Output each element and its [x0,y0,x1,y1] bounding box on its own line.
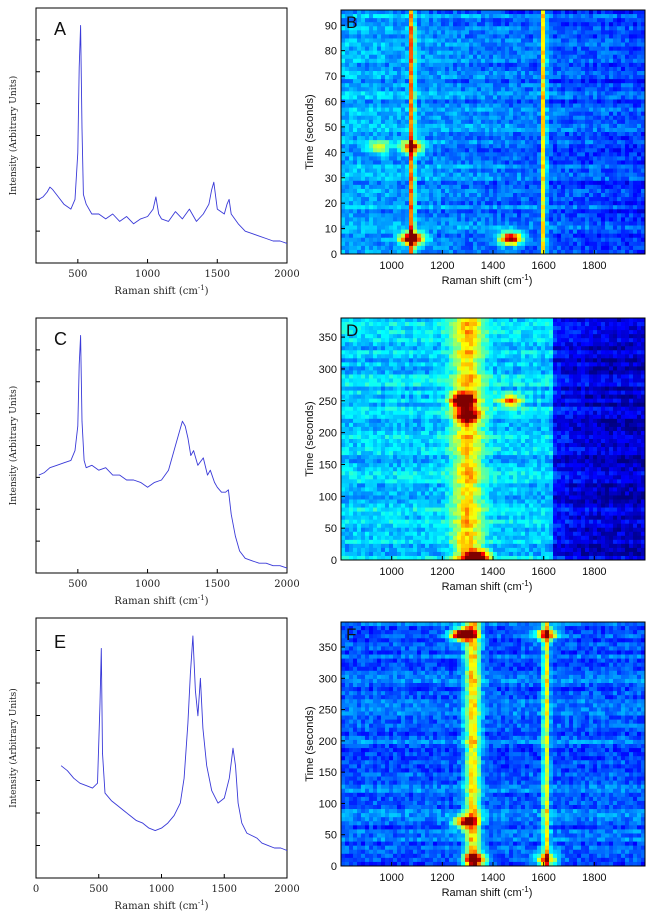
x-tick-label: 1400 [481,566,505,578]
x-tick-label: 1000 [135,269,160,280]
x-tick-label: 2000 [274,884,299,895]
x-tick-label: 1500 [205,269,230,280]
panel-d: 1000 1200 1400 1600 1800 0 50 100 150 200 250 300 35… [304,317,646,593]
y-tick-label: 0 [331,249,337,261]
y-tick-label: 50 [325,523,337,535]
y-tick-label: 250 [319,705,337,717]
x-tick-label: 1000 [149,884,174,895]
y-axis-title: Intensity (Arbitrary Units) [8,76,19,196]
y-tick-label: 50 [325,122,337,134]
x-tick-label: 1600 [531,566,555,578]
x-axis-title: Raman shift (cm-1) [442,885,533,899]
y-axis-title: Intensity (Arbitrary Units) [8,386,19,506]
heatmap-cells [341,10,646,255]
y-tick-label: 0 [331,861,337,873]
x-tick-label: 1600 [531,260,555,272]
panel-f: 1000 1200 1400 1600 1800 0 50 100 150 200 250 300 35… [304,621,646,899]
x-tick-label: 1500 [205,579,230,590]
x-tick-label: 1400 [481,260,505,272]
y-tick-label: 80 [325,46,337,58]
panel-e: 0 500 1000 1500 2000 E Raman shift (cm-1) Inten… [8,617,300,912]
y-tick-label: 0 [331,555,337,567]
y-axis-title: Time (seconds) [304,706,316,781]
x-tick-label: 500 [89,884,108,895]
panel-label: D [346,321,358,340]
y-tick-label: 40 [325,147,337,159]
y-axis-title: Time (seconds) [304,94,316,169]
x-tick-label: 1000 [135,579,160,590]
x-tick-label: 1200 [430,872,454,884]
spectrum-line [60,635,288,851]
x-tick-label: 500 [68,579,87,590]
y-tick-label: 70 [325,71,337,83]
x-tick-label: 1500 [212,884,237,895]
x-tick-label: 1800 [582,260,606,272]
x-tick-label: 2000 [274,579,299,590]
y-tick-label: 250 [319,396,337,408]
y-tick-label: 200 [319,736,337,748]
y-tick-label: 20 [325,198,337,210]
panel-a: 500 1000 1500 2000 A Raman shift (cm-1) Intens… [8,7,300,297]
x-tick-label: 1400 [481,872,505,884]
spectrum-line [38,335,288,569]
y-tick-label: 350 [319,642,337,654]
y-tick-label: 150 [319,459,337,471]
y-tick-label: 50 [325,830,337,842]
panel-label: A [54,19,66,39]
x-tick-label: 1000 [379,566,403,578]
y-tick-label: 200 [319,428,337,440]
x-tick-label: 1000 [379,872,403,884]
panel-label: E [54,632,66,652]
plot-frame [35,617,288,879]
y-axis-title: Intensity (Arbitrary Units) [8,688,19,808]
x-axis-title: Raman shift (cm-1) [114,899,208,912]
x-axis-title: Raman shift (cm-1) [114,594,208,607]
panel-label: B [346,13,357,32]
x-tick-label: 0 [33,884,39,895]
x-tick-label: 1800 [582,566,606,578]
y-tick-label: 150 [319,767,337,779]
y-tick-label: 300 [319,673,337,685]
y-tick-label: 100 [319,491,337,503]
x-tick-label: 1600 [531,872,555,884]
x-axis-title: Raman shift (cm-1) [442,579,533,593]
x-tick-label: 500 [68,269,87,280]
x-tick-label: 1200 [430,260,454,272]
spectrum-line [38,25,288,244]
y-tick-label: 100 [319,798,337,810]
y-tick-label: 30 [325,173,337,185]
plot-frame [35,317,288,574]
panel-b: 1000 1200 1400 1600 1800 0 10 20 30 40 50 60 70 80 90 B… [304,9,646,287]
x-tick-label: 1800 [582,872,606,884]
x-tick-label: 1200 [430,566,454,578]
y-axis-title: Time (seconds) [304,401,316,476]
plot-frame [35,7,288,264]
x-axis-title: Raman shift (cm-1) [114,284,208,297]
y-tick-label: 10 [325,224,337,236]
y-tick-label: 90 [325,20,337,32]
heatmap-cells [341,622,646,867]
heatmap-cells [341,318,646,561]
panel-label: C [54,329,67,349]
y-tick-label: 300 [319,364,337,376]
y-tick-label: 350 [319,332,337,344]
panel-label: F [346,625,356,644]
y-tick-label: 60 [325,97,337,109]
x-axis-title: Raman shift (cm-1) [442,273,533,287]
x-tick-label: 2000 [274,269,299,280]
x-tick-label: 1000 [379,260,403,272]
panel-c: 500 1000 1500 2000 C Raman shift (cm-1) Intens… [8,317,300,607]
